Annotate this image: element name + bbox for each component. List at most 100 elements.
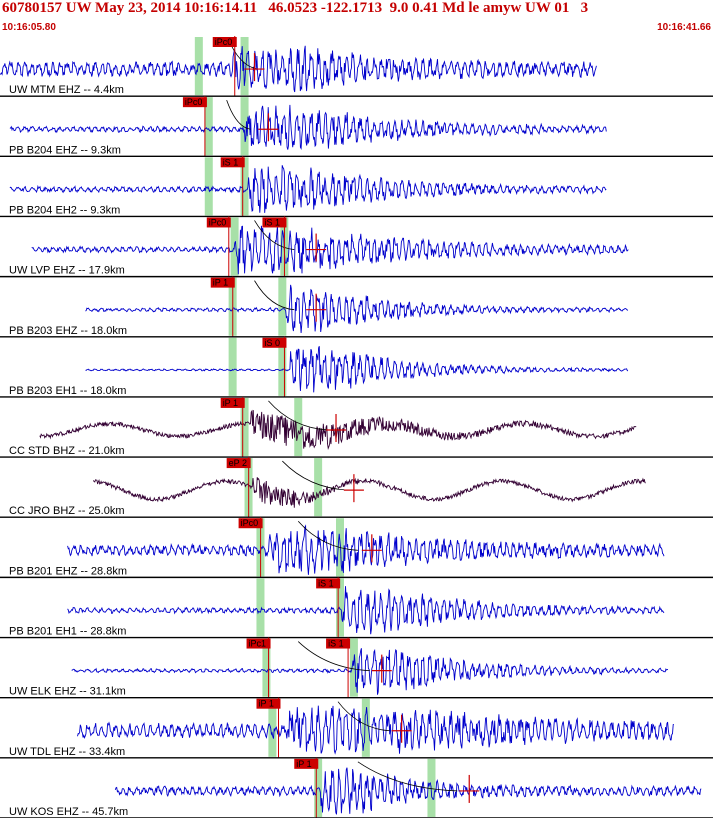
waveform-trace: [85, 346, 629, 393]
waveform-trace: [85, 284, 629, 334]
pick-label: iPc1: [249, 639, 267, 649]
travel-time-curve: [337, 701, 390, 732]
station-label: CC JRO BHZ -- 25.0km: [9, 505, 125, 517]
pick-window: [361, 698, 370, 757]
pick-label: iS 1: [318, 578, 334, 588]
waveform-trace: [93, 477, 646, 508]
station-label: UW KOS EHZ -- 45.7km: [9, 806, 128, 818]
pick-flag[interactable]: [206, 217, 231, 228]
pick-window: [335, 578, 344, 637]
pick-label: iS 1: [264, 217, 280, 227]
pick-window: [314, 458, 323, 517]
trace-panel: iPc0 iS 1 UW LVP EHZ -- 17.9km: [0, 216, 713, 278]
waveform-trace: [9, 165, 607, 213]
time-end-label: 10:16:41.66: [657, 22, 711, 33]
pick-flag[interactable]: [220, 397, 245, 408]
trace-panel: iP 1 CC STD BHZ -- 21.0km: [0, 396, 713, 458]
pick-label: iP 1: [223, 398, 238, 408]
seismogram-plot: iPc0 UW MTM EHZ -- 4.4km iPc0 PB B204 EHZ -…: [0, 36, 713, 818]
waveform-trace: [0, 45, 597, 93]
trace-panel: iPc1 iS 1 UW ELK EHZ -- 31.1km: [0, 637, 713, 699]
header: 60780157 UW May 23, 2014 10:16:14.11 46.…: [0, 0, 713, 36]
pick-flag[interactable]: [262, 337, 287, 348]
trace-panel: iP 1 PB B203 EHZ -- 18.0km: [0, 276, 713, 338]
trace-panel: iS 1 PB B201 EH1 -- 28.8km: [0, 577, 713, 639]
pick-flag[interactable]: [316, 578, 341, 589]
travel-time-curve: [268, 400, 329, 431]
station-label: PB B201 EH1 -- 28.8km: [9, 626, 126, 638]
pick-window: [256, 578, 265, 637]
waveform-trace: [9, 104, 607, 151]
station-label: PB B203 EHZ -- 18.0km: [9, 325, 127, 337]
waveform-trace: [77, 705, 675, 755]
pick-label: iP 1: [296, 759, 311, 769]
page-title: 60780157 UW May 23, 2014 10:16:14.11 46.…: [2, 0, 589, 16]
trace-panel: iP 1 UW TDL EHZ -- 33.4km: [0, 697, 713, 759]
pick-flag[interactable]: [246, 638, 271, 649]
station-label: PB B204 EH2 -- 9.3km: [9, 204, 120, 216]
pick-window: [204, 97, 213, 156]
travel-time-curve: [282, 460, 348, 491]
waveform-trace: [67, 586, 665, 635]
trace-panel: iPc0 UW MTM EHZ -- 4.4km: [0, 36, 713, 97]
pick-window: [262, 638, 271, 697]
pick-window: [204, 157, 213, 216]
pick-label: eP 2: [229, 458, 247, 468]
seismogram-chart: iPc0 UW MTM EHZ -- 4.4km iPc0 PB B204 EHZ -…: [0, 36, 713, 818]
travel-time-curve: [297, 520, 358, 551]
waveform-trace: [67, 524, 665, 575]
travel-time-curve: [297, 641, 370, 672]
pick-label: iS 1: [328, 639, 344, 649]
pick-window: [240, 97, 249, 156]
pick-window: [278, 337, 287, 396]
station-label: CC STD BHZ -- 21.0km: [9, 445, 125, 457]
pick-label: iPc0: [185, 97, 203, 107]
trace-panel: iS 0 PB B203 EH1 -- 18.0km: [0, 336, 713, 398]
pick-window: [268, 698, 277, 757]
travel-time-curve: [226, 100, 251, 130]
station-label: UW LVP EHZ -- 17.9km: [9, 265, 125, 277]
station-label: UW TDL EHZ -- 33.4km: [9, 746, 125, 758]
pick-flag[interactable]: [182, 97, 207, 108]
pick-label: iPc0: [241, 518, 259, 528]
waveform-trace: [71, 648, 669, 695]
pick-window: [240, 397, 249, 457]
pick-window: [349, 638, 358, 697]
trace-panel: iPc0 PB B204 EHZ -- 9.3km: [0, 96, 713, 158]
pick-label: iPc0: [209, 217, 227, 227]
travel-time-curve: [254, 220, 295, 250]
waveform-trace: [31, 225, 629, 275]
pick-flag[interactable]: [294, 758, 319, 769]
pick-label: iP 1: [258, 699, 273, 709]
pick-flag[interactable]: [226, 458, 251, 469]
pick-flag[interactable]: [326, 638, 351, 649]
trace-panel: iPc0 PB B201 EHZ -- 28.8km: [0, 517, 713, 579]
pick-flag[interactable]: [256, 698, 281, 709]
pick-flag[interactable]: [220, 157, 245, 168]
pick-label: iPc0: [215, 37, 233, 47]
pick-window: [194, 37, 203, 96]
pick-flag[interactable]: [238, 518, 263, 529]
pick-flag[interactable]: [262, 217, 287, 228]
waveform-trace: [114, 767, 702, 815]
trace-panel: eP 2 CC JRO BHZ -- 25.0km: [0, 457, 713, 518]
trace-panel: iS 1 PB B204 EH2 -- 9.3km: [0, 156, 713, 218]
waveform-trace: [39, 409, 637, 450]
pick-window: [240, 37, 249, 96]
pick-window: [240, 157, 249, 216]
pick-flag[interactable]: [212, 37, 237, 47]
station-label: UW MTM EHZ -- 4.4km: [9, 84, 124, 96]
station-label: PB B201 EHZ -- 28.8km: [9, 565, 127, 577]
time-start-label: 10:16:05.80: [2, 22, 56, 33]
travel-time-curve: [254, 280, 295, 311]
station-label: PB B204 EHZ -- 9.3km: [9, 144, 121, 156]
pick-label: iS 0: [264, 338, 280, 348]
pick-label: iP 1: [213, 278, 228, 288]
trace-panel: iP 1 UW KOS EHZ -- 45.7km: [0, 757, 713, 818]
pick-flag[interactable]: [210, 277, 235, 288]
pick-label: iS 1: [223, 157, 239, 167]
station-label: UW ELK EHZ -- 31.1km: [9, 686, 126, 698]
pick-window: [228, 337, 237, 396]
pick-window: [294, 397, 303, 457]
station-label: PB B203 EH1 -- 18.0km: [9, 385, 126, 397]
